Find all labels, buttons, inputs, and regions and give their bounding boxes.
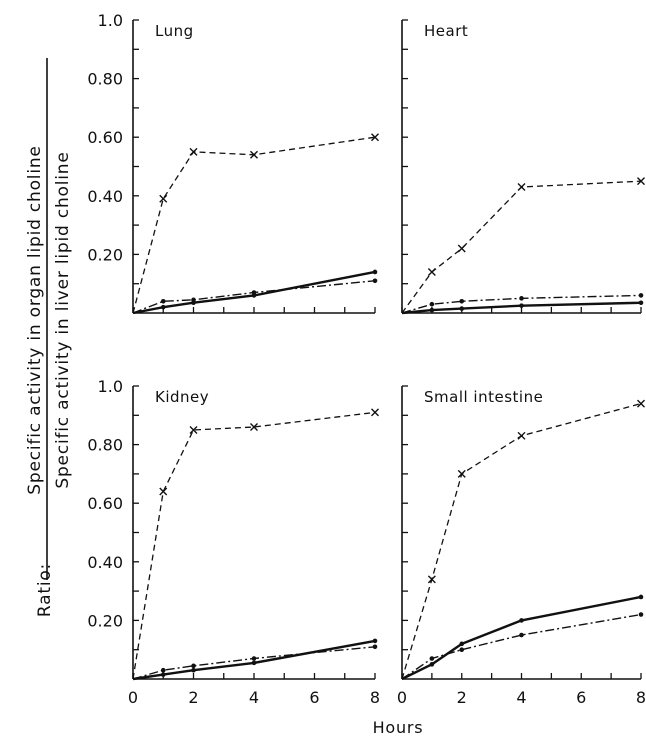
data-point-x-marker	[159, 194, 168, 203]
data-point-x-marker	[371, 408, 379, 417]
data-point-dot	[459, 298, 465, 304]
data-point-dot	[160, 304, 166, 310]
data-point-x-marker	[457, 469, 466, 478]
data-point-dot	[519, 632, 524, 638]
data-point-x-marker	[637, 177, 645, 186]
data-point-x-marker	[517, 183, 526, 192]
y-tick-label: 0.20	[87, 245, 123, 264]
y-tick-label: 0.40	[87, 553, 123, 572]
data-point-dot	[638, 612, 644, 617]
data-point-dot	[429, 307, 435, 313]
x-tick-label: 2	[457, 688, 467, 707]
data-point-dot	[251, 293, 257, 298]
data-point-dot	[251, 656, 257, 661]
data-point-dot	[160, 298, 166, 304]
data-point-x-marker	[427, 575, 436, 584]
panel-heart: Heart	[401, 19, 645, 315]
x-tick-label: 0	[128, 688, 138, 707]
data-point-dot	[160, 667, 166, 673]
data-point-dot	[519, 618, 524, 623]
y-axis-label-prefix: Ratio:	[35, 563, 55, 617]
y-tick-label: 0.20	[87, 611, 123, 630]
data-point-x-marker	[189, 425, 198, 434]
data-point-x-marker	[250, 423, 258, 432]
x-axis-label: Hours	[373, 718, 424, 737]
x-tick-label: 4	[249, 688, 259, 707]
panel-title: Heart	[424, 22, 468, 40]
data-point-dot	[638, 300, 644, 306]
y-tick-label: 0.80	[87, 70, 123, 89]
data-point-x-marker	[427, 267, 436, 276]
data-point-x-marker	[457, 244, 466, 253]
series-line-dashed-x	[401, 402, 642, 680]
series-line-solid	[401, 595, 642, 681]
panel-small-intestine: 0 2 4 6 8 Small intestine	[397, 385, 646, 707]
panel-lung: 1.0 0.80 0.60 0.40 0.20 Lung	[87, 11, 379, 315]
series-line-dash-dot	[132, 280, 376, 314]
x-tick-label: 8	[370, 688, 380, 707]
data-point-dot	[519, 296, 524, 301]
panels: 1.0 0.80 0.60 0.40 0.20 Lung Heart 1.0 0.80 0.60 0…	[87, 11, 646, 707]
data-point-x-marker	[371, 133, 379, 142]
y-tick-label: 0.60	[87, 128, 123, 147]
data-point-dot	[429, 656, 435, 661]
y-tick-label: 1.0	[98, 11, 123, 30]
series-line-dash-dot	[401, 294, 642, 314]
data-point-x-marker	[250, 150, 258, 159]
data-point-dot	[459, 647, 465, 652]
panel-title: Small intestine	[424, 388, 543, 406]
data-point-x-marker	[517, 431, 526, 440]
data-point-dot	[429, 301, 435, 307]
y-tick-label: 1.0	[98, 377, 123, 396]
data-point-dot	[191, 663, 196, 669]
data-point-dot	[191, 300, 196, 306]
panel-title: Lung	[155, 22, 194, 40]
data-point-dot	[638, 293, 644, 298]
y-axis-label-denominator: Specific activity in liver lipid choline	[53, 151, 73, 488]
data-point-dot	[372, 269, 378, 275]
series-line-dash-dot	[132, 646, 376, 680]
series-line-dash-dot	[401, 613, 642, 680]
data-point-dot	[372, 278, 378, 284]
x-tick-label: 2	[188, 688, 198, 707]
data-point-dot	[638, 594, 644, 600]
series-line-dashed-x	[401, 180, 642, 314]
x-tick-label: 0	[397, 688, 407, 707]
data-point-dot	[519, 303, 524, 308]
data-point-dot	[251, 660, 257, 666]
y-tick-label: 0.80	[87, 436, 123, 455]
x-tick-label: 6	[576, 688, 586, 707]
data-point-dot	[459, 641, 465, 647]
data-point-dot	[429, 662, 435, 667]
data-point-dot	[459, 306, 465, 311]
series-line-dashed-x	[132, 411, 376, 680]
data-point-dot	[372, 644, 378, 650]
x-tick-label: 4	[516, 688, 526, 707]
x-tick-label: 6	[309, 688, 319, 707]
y-tick-label: 0.40	[87, 187, 123, 206]
panel-kidney: 1.0 0.80 0.60 0.40 0.20 0 2 4 6 8 Kidney	[87, 377, 380, 707]
x-tick-label: 8	[636, 688, 646, 707]
panel-title: Kidney	[155, 388, 209, 406]
series-line-dashed-x	[132, 136, 376, 314]
data-point-x-marker	[159, 487, 168, 496]
y-axis-label-numerator: Specific activity in organ lipid choline	[25, 145, 45, 494]
y-tick-label: 0.60	[87, 494, 123, 513]
data-point-x-marker	[189, 147, 198, 156]
data-point-dot	[372, 638, 378, 644]
data-point-dot	[191, 667, 196, 673]
data-point-dot	[160, 672, 166, 677]
data-point-x-marker	[637, 399, 645, 408]
y-axis-label: Ratio: Specific activity in organ lipid …	[25, 58, 73, 617]
